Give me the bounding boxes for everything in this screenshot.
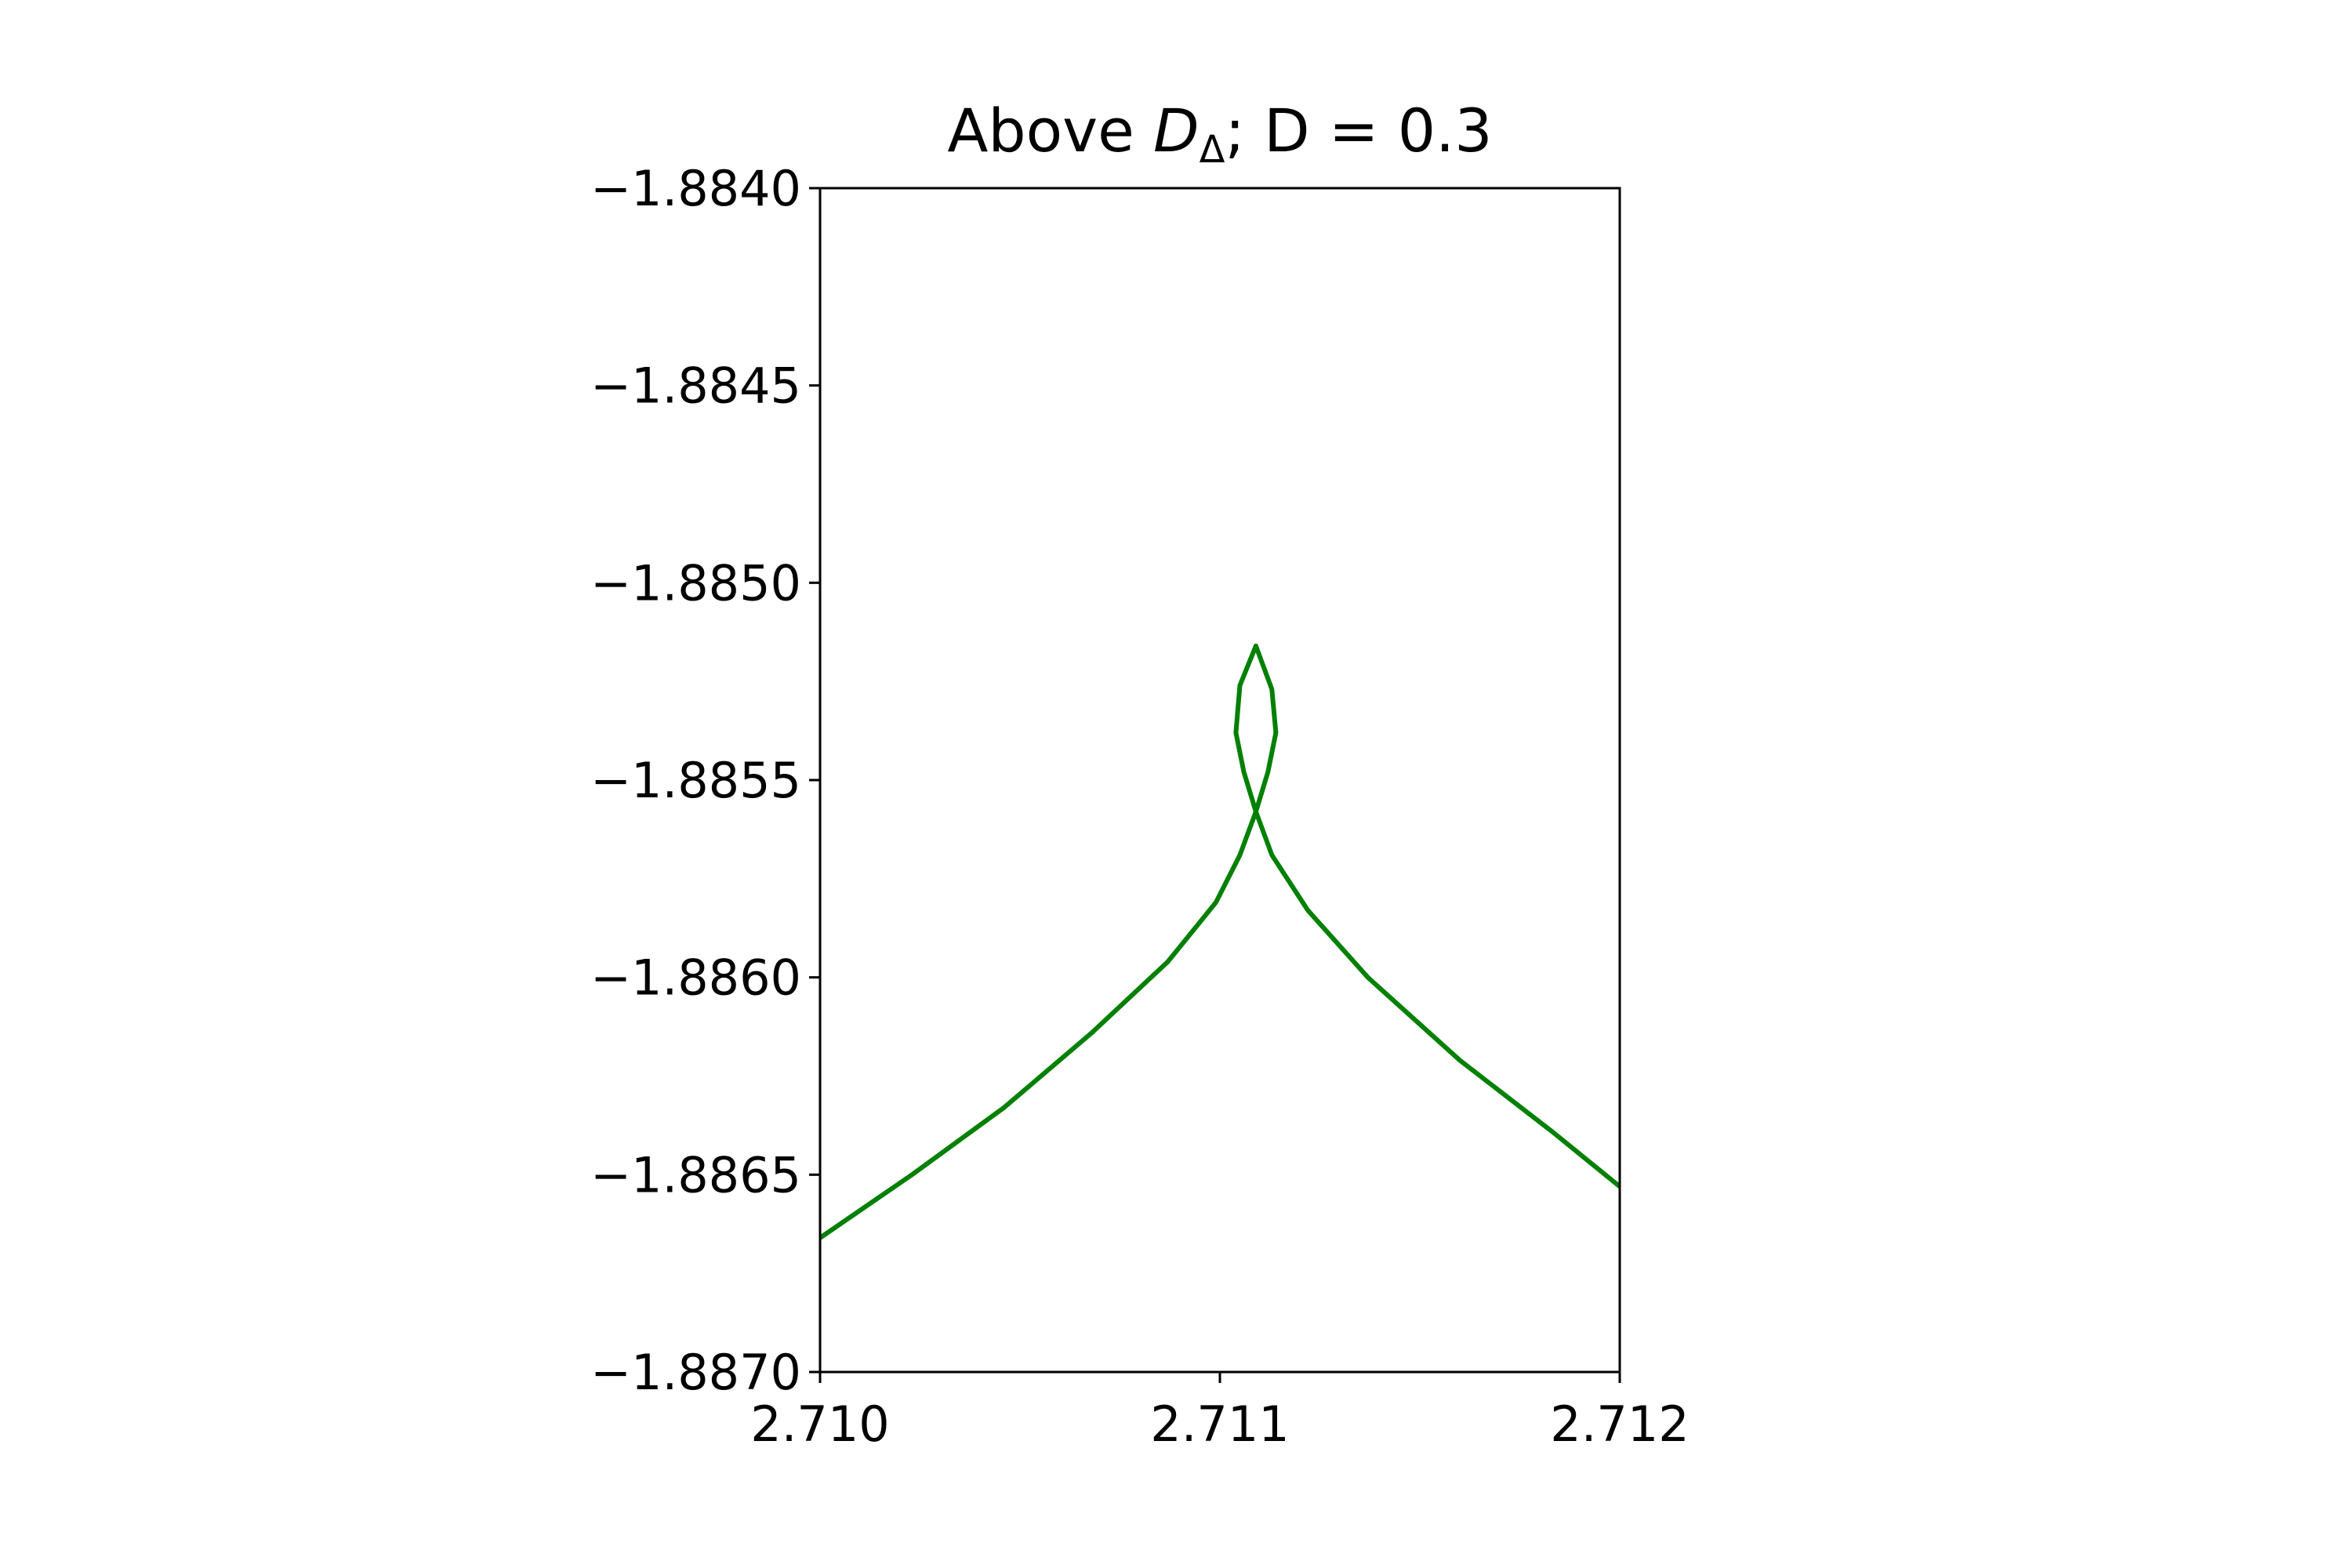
y-tick-label: −1.8855 bbox=[590, 752, 801, 809]
y-tick-label: −1.8845 bbox=[590, 358, 801, 415]
chart-title: Above DΔ; D = 0.3 bbox=[947, 96, 1492, 172]
line-series bbox=[820, 643, 1620, 1240]
y-tick-label: −1.8865 bbox=[590, 1146, 801, 1203]
title-text: ; D = 0.3 bbox=[1225, 96, 1492, 165]
x-tick-label: 2.711 bbox=[1150, 1396, 1290, 1453]
title-text: Above bbox=[947, 96, 1153, 165]
x-tick-label: 2.712 bbox=[1550, 1396, 1690, 1453]
y-tick-label: −1.8850 bbox=[590, 554, 801, 612]
x-tick-label: 2.710 bbox=[750, 1396, 890, 1453]
y-tick-label: −1.8860 bbox=[590, 949, 801, 1007]
plot-frame bbox=[818, 187, 1621, 1374]
title-text: D bbox=[1153, 96, 1200, 165]
title-text: Δ bbox=[1200, 128, 1225, 172]
y-tick-label: −1.8840 bbox=[590, 160, 801, 217]
y-tick-label: −1.8870 bbox=[590, 1344, 801, 1401]
